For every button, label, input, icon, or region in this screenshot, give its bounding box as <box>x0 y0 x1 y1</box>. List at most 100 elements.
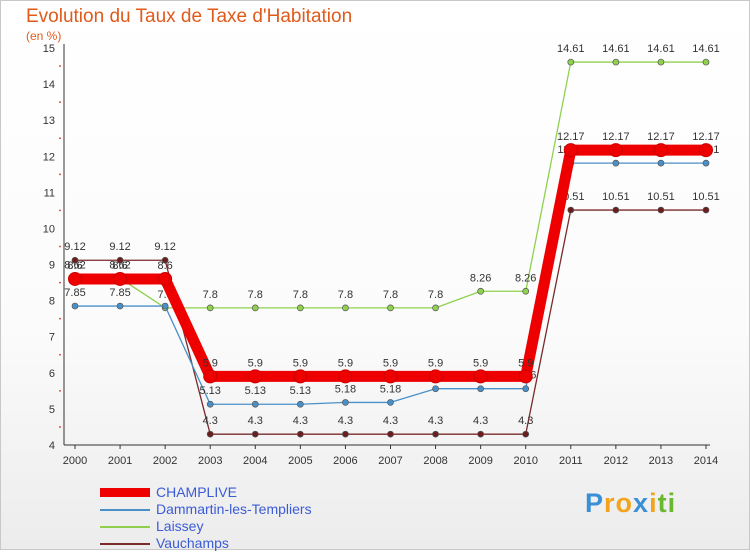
data-label-vauchamps: 9.12 <box>109 241 130 253</box>
x-tick-label: 2007 <box>378 455 402 467</box>
data-label-champlive: 5.9 <box>338 357 353 369</box>
data-point-dammartin-les-templiers <box>387 399 394 406</box>
data-label-dammartin-les-templiers: 5.13 <box>245 385 266 397</box>
data-label-champlive: 5.9 <box>203 357 218 369</box>
data-point-laissey <box>432 304 439 312</box>
data-point-vauchamps <box>71 256 79 264</box>
logo-letter: i <box>649 488 658 518</box>
x-tick-label: 2006 <box>333 455 357 467</box>
data-point-laissey <box>612 58 620 66</box>
y-tick-label: 4 <box>49 440 55 452</box>
data-label-laissey: 7.8 <box>338 289 353 301</box>
data-label-champlive: 5.9 <box>428 357 443 369</box>
data-point-dammartin-les-templiers <box>251 400 259 408</box>
y-minor-dot <box>59 209 61 212</box>
data-label-champlive: 5.9 <box>473 357 488 369</box>
data-label-laissey: 14.61 <box>647 43 675 55</box>
data-point-laissey <box>477 287 484 295</box>
data-label-vauchamps: 4.3 <box>473 415 488 427</box>
data-label-dammartin-les-templiers: 5.18 <box>380 383 401 395</box>
logo-letter: r <box>604 488 616 518</box>
data-point-champlive <box>203 369 218 384</box>
x-tick-label: 2008 <box>423 455 447 467</box>
data-label-dammartin-les-templiers: 5.18 <box>335 383 356 395</box>
data-point-dammartin-les-templiers <box>297 400 304 408</box>
y-tick-label: 7 <box>49 332 55 344</box>
data-label-vauchamps: 4.3 <box>383 415 398 427</box>
data-point-champlive <box>473 369 488 384</box>
y-minor-dot <box>59 245 61 248</box>
data-point-champlive <box>293 369 308 384</box>
data-point-dammartin-les-templiers <box>432 385 439 393</box>
data-point-laissey <box>522 287 530 295</box>
proxiti-logo: Proxiti <box>585 488 676 519</box>
data-label-vauchamps: 10.51 <box>692 191 720 203</box>
data-point-laissey <box>297 304 304 312</box>
x-tick-label: 2013 <box>649 455 673 467</box>
data-label-dammartin-les-templiers: 5.13 <box>200 385 221 397</box>
legend-label: Laissey <box>156 518 204 534</box>
data-label-vauchamps: 4.3 <box>293 415 308 427</box>
data-point-vauchamps <box>522 430 530 438</box>
y-minor-dot <box>59 101 61 104</box>
x-tick-label: 2001 <box>108 455 132 467</box>
logo-letter: o <box>615 488 634 518</box>
logo-letter: P <box>585 488 605 518</box>
data-point-vauchamps <box>342 430 349 438</box>
data-label-laissey: 7.8 <box>428 289 443 301</box>
x-tick-label: 2012 <box>604 455 628 467</box>
data-point-champlive <box>68 271 82 286</box>
y-minor-dot <box>59 173 61 176</box>
data-point-champlive <box>383 369 398 384</box>
data-point-laissey <box>206 304 214 312</box>
data-point-dammartin-les-templiers <box>522 385 530 393</box>
data-label-champlive: 5.9 <box>518 357 533 369</box>
data-point-champlive <box>428 369 443 384</box>
data-point-champlive <box>158 271 173 286</box>
data-label-laissey: 8.26 <box>515 272 536 284</box>
data-point-dammartin-les-templiers <box>702 159 710 167</box>
data-point-vauchamps <box>657 206 665 214</box>
data-label-champlive: 12.17 <box>647 131 675 143</box>
data-label-laissey: 8.62 <box>109 259 130 271</box>
data-label-champlive: 8.6 <box>67 260 82 272</box>
data-point-champlive <box>699 143 713 158</box>
data-label-champlive: 5.9 <box>293 357 308 369</box>
data-point-dammartin-les-templiers <box>657 159 665 167</box>
data-point-champlive <box>653 143 668 158</box>
y-tick-label: 15 <box>43 43 55 55</box>
y-minor-dot <box>59 281 61 284</box>
data-label-vauchamps: 4.3 <box>338 415 353 427</box>
x-tick-label: 2011 <box>559 455 583 467</box>
y-minor-dot <box>59 137 61 140</box>
data-point-vauchamps <box>387 430 394 438</box>
data-point-dammartin-les-templiers <box>116 302 124 310</box>
data-point-champlive <box>608 143 623 158</box>
data-point-laissey <box>702 58 710 66</box>
y-tick-label: 11 <box>44 187 55 199</box>
data-label-laissey: 14.61 <box>602 43 630 55</box>
data-point-vauchamps <box>297 430 304 438</box>
logo-letter: t <box>657 488 668 518</box>
logo-letter: x <box>633 488 650 518</box>
y-tick-label: 13 <box>43 115 55 127</box>
data-point-champlive <box>518 369 533 384</box>
data-point-dammartin-les-templiers <box>342 399 349 406</box>
data-label-laissey: 7.8 <box>293 289 308 301</box>
data-point-dammartin-les-templiers <box>612 159 620 167</box>
data-label-laissey: 7.8 <box>248 289 263 301</box>
data-label-vauchamps: 4.3 <box>248 415 263 427</box>
data-point-dammartin-les-templiers <box>161 302 169 310</box>
data-point-vauchamps <box>116 256 124 264</box>
legend-label: Vauchamps <box>156 535 229 551</box>
logo-letter: i <box>667 488 677 518</box>
y-tick-label: 5 <box>49 404 55 416</box>
x-tick-label: 2014 <box>694 455 718 467</box>
data-point-champlive <box>563 143 578 158</box>
data-point-champlive <box>338 369 353 384</box>
chart-title: Evolution du Taux de Taxe d'Habitation <box>26 6 353 27</box>
data-label-dammartin-les-templiers: 7.85 <box>109 287 130 299</box>
data-label-champlive: 5.9 <box>248 357 263 369</box>
legend-label: Dammartin-les-Templiers <box>156 501 312 517</box>
